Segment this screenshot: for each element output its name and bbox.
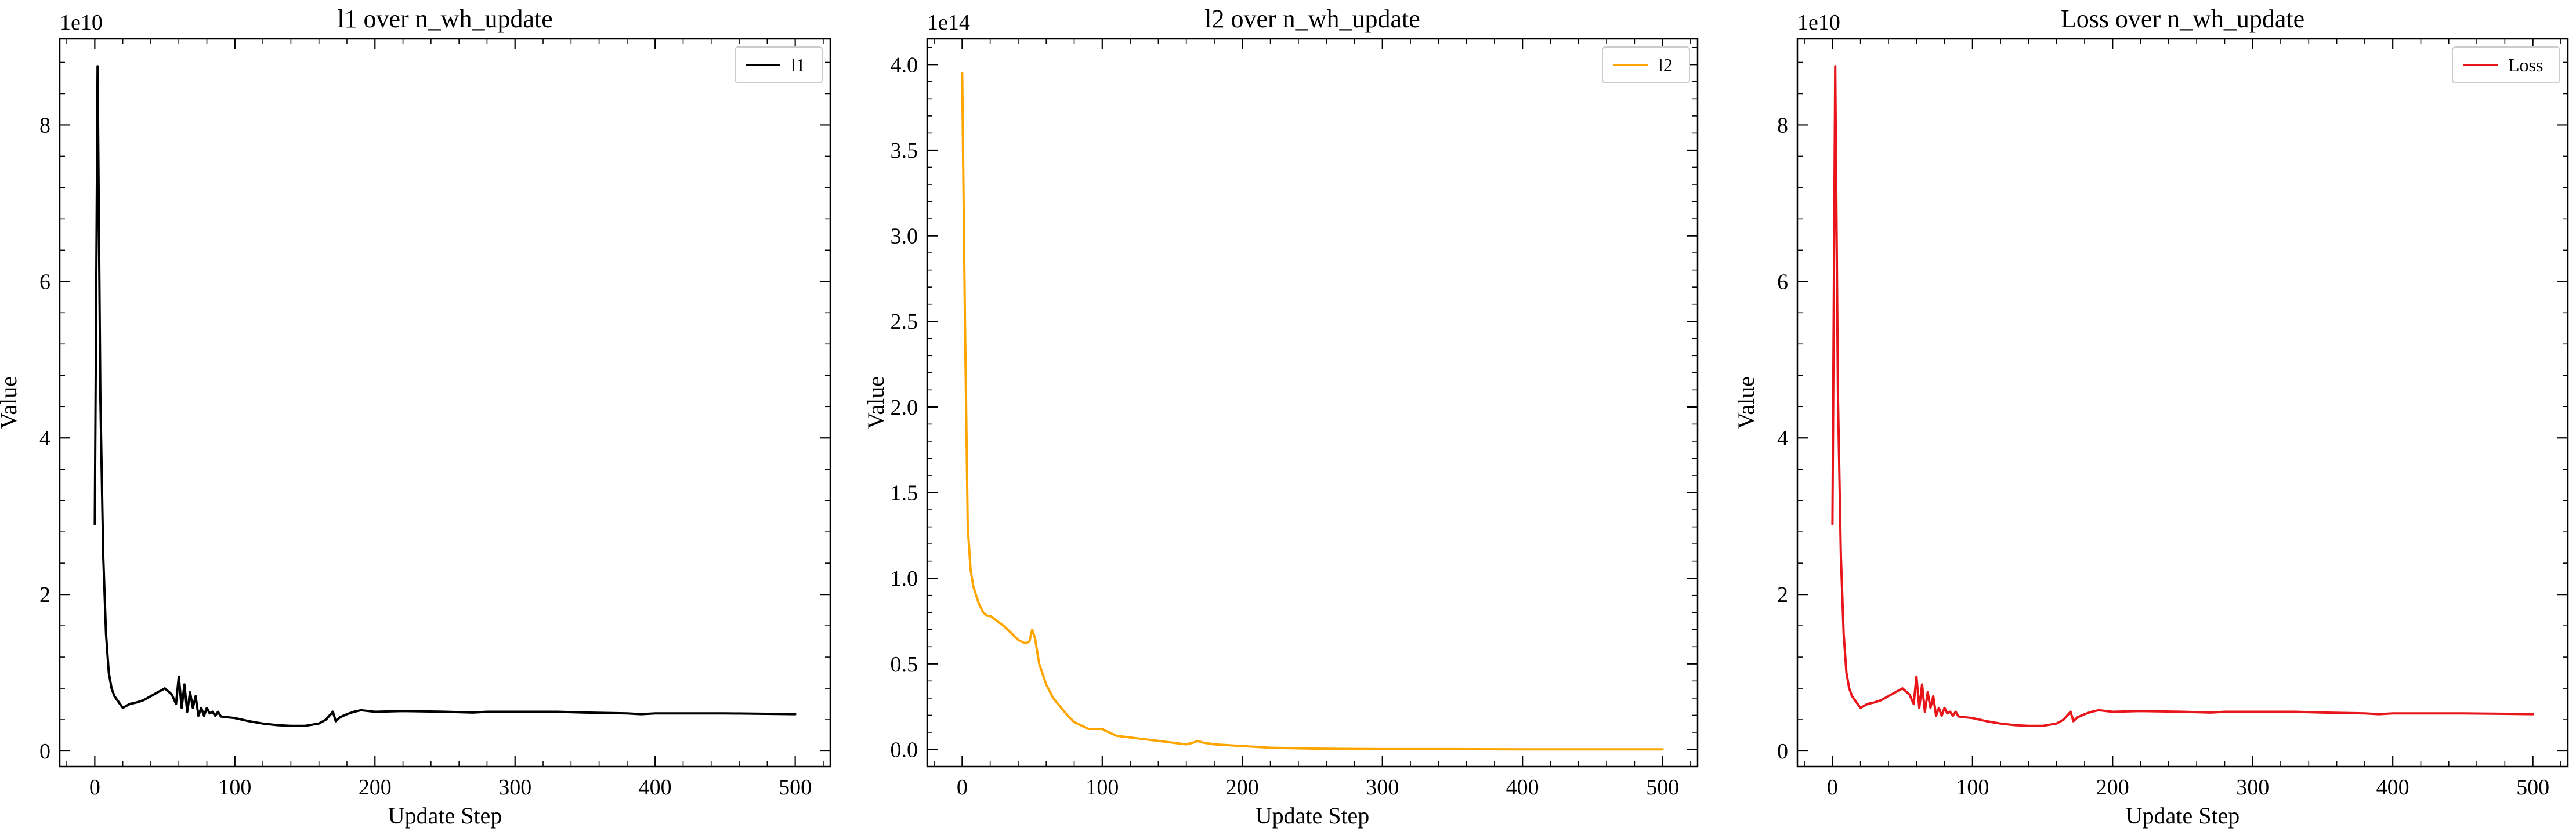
legend: l2 [1602,46,1690,84]
x-tick-label: 0 [1827,775,1838,800]
x-tick-label: 400 [1506,775,1539,800]
x-axis-label: Update Step [2126,803,2240,829]
chart-panel-0: 0 100 200 300 400 500 0 2 4 6 8 1e10 l1 over n_wh_up… [0,5,831,829]
y-tick-label: 2 [39,583,50,607]
x-tick-label: 300 [498,775,531,800]
x-tick-label: 300 [2236,775,2269,800]
x-tick-label: 0 [957,775,968,800]
y-tick-label: 2.0 [891,395,918,420]
legend: Loss [2452,46,2560,84]
y-tick-label: 6 [1777,270,1788,294]
y-tick-label: 4 [39,426,50,451]
x-tick-label: 100 [218,775,251,800]
x-axis-label: Update Step [1256,803,1370,829]
x-tick-label: 500 [779,775,812,800]
legend-label: l2 [1658,55,1673,75]
chart-title: Loss over n_wh_update [2061,5,2304,33]
y-tick-label: 0.0 [891,738,918,762]
x-tick-label: 100 [1956,775,1989,800]
chart-title: l2 over n_wh_update [1204,5,1420,33]
y-tick-label: 8 [39,113,50,137]
y-axis-label: Value [863,376,889,429]
y-tick-label: 1.0 [891,567,918,591]
axes-frame [1796,38,2569,768]
y-tick-label: 0.5 [891,652,918,677]
y-tick-label: 4 [1777,426,1788,451]
series-line-l1 [93,65,797,727]
x-tick-label: 200 [1226,775,1259,800]
legend-label: l1 [791,55,805,75]
y-axis-label: Value [1733,376,1759,429]
x-tick-label: 0 [89,775,100,800]
series-line-l2 [961,72,1664,751]
x-tick-label: 300 [1366,775,1399,800]
x-tick-label: 500 [2516,775,2549,800]
y-tick-label: 3.0 [891,224,918,249]
series-line-Loss [1831,65,2534,727]
x-tick-label: 400 [2376,775,2409,800]
y-tick-label: 0 [1777,739,1788,764]
legend-box [2452,46,2560,84]
chart-title: l1 over n_wh_update [337,5,552,33]
y-tick-label: 4.0 [891,53,918,77]
axes-frame [59,38,831,768]
x-tick-label: 100 [1086,775,1119,800]
x-tick-label: 200 [359,775,392,800]
y-tick-label: 2.5 [891,310,918,334]
y-offset-label: 1e10 [1797,10,1840,35]
y-tick-label: 2 [1777,583,1788,607]
chart-panel-2: 0 100 200 300 400 500 0 2 4 6 8 1e10 Loss over n_wh_… [1733,5,2569,829]
y-offset-label: 1e10 [60,10,103,35]
y-tick-label: 6 [39,270,50,294]
x-tick-label: 500 [1646,775,1679,800]
y-tick-label: 3.5 [891,139,918,163]
y-axis-label: Value [0,376,21,429]
legend-label: Loss [2508,55,2543,75]
x-tick-label: 200 [2096,775,2129,800]
y-tick-label: 0 [39,739,50,764]
legend: l1 [735,46,823,84]
axes-frame [926,38,1699,768]
x-axis-label: Update Step [388,803,502,829]
chart-panel-1: 0 100 200 300 400 500 0.0 0.5 1.0 1.5 2.0 2.5 3.0 3.5… [863,5,1699,829]
x-tick-label: 400 [639,775,672,800]
y-offset-label: 1e14 [927,10,970,35]
y-tick-label: 8 [1777,113,1788,137]
y-tick-label: 1.5 [891,481,918,506]
